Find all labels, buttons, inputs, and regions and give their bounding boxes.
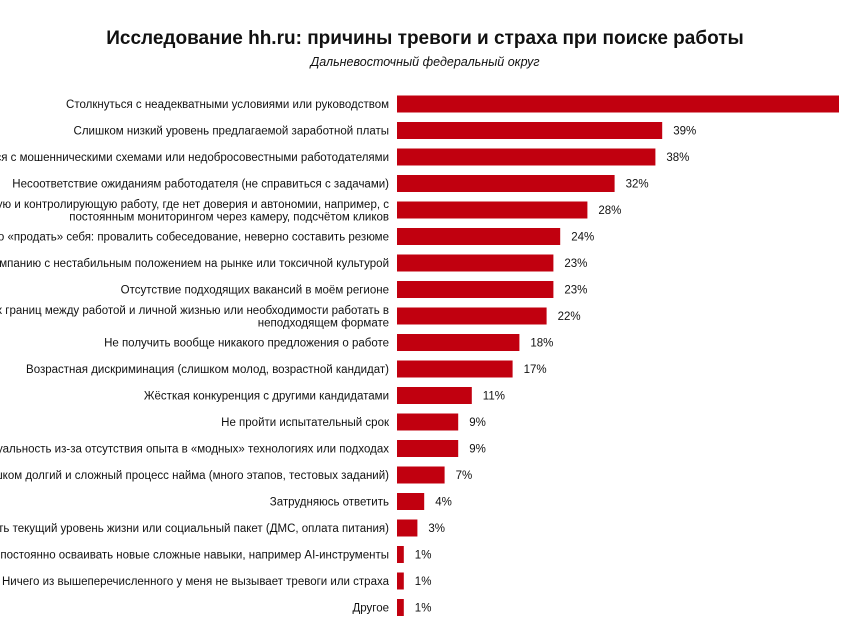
- bar: [397, 493, 425, 510]
- category-label: Попасть на жёсткую и контролирующую рабо…: [0, 199, 389, 224]
- category-label: Не получить вообще никакого предложения …: [104, 338, 389, 350]
- value-label: 32%: [626, 179, 649, 191]
- bar: [397, 307, 547, 325]
- category-label: Несоответствие ожиданиям работодателя (н…: [12, 179, 389, 191]
- bar: [397, 95, 839, 113]
- value-label: 22%: [558, 311, 581, 323]
- value-label: 23%: [564, 258, 587, 270]
- bar: [397, 387, 472, 404]
- category-label: Ничего из вышеперечисленного у меня не в…: [2, 576, 390, 588]
- value-label: 1%: [415, 550, 432, 562]
- bar: [397, 546, 404, 563]
- bar: [397, 175, 615, 192]
- chart-title: Исследование hh.ru: причины тревоги и ст…: [106, 28, 744, 49]
- bar: [397, 440, 459, 457]
- bar: [397, 519, 418, 537]
- category-label: Отсутствие подходящих вакансий в моём ре…: [121, 285, 389, 297]
- bar: [397, 281, 554, 298]
- bar: [397, 148, 656, 166]
- chart-subtitle: Дальневосточный федеральный округ: [310, 55, 540, 69]
- value-label: 23%: [564, 285, 587, 297]
- category-label: Затрудняюсь ответить: [270, 497, 389, 509]
- category-label: Слишком долгий и сложный процесс найма (…: [0, 470, 389, 482]
- value-label: 11%: [483, 391, 505, 403]
- bar: [397, 599, 404, 616]
- category-label: Потерять текущий уровень жизни или социа…: [0, 523, 389, 535]
- bar: [397, 572, 404, 590]
- value-label: 3%: [428, 523, 445, 535]
- category-label: Слишком низкий уровень предлагаемой зара…: [74, 126, 389, 138]
- category-label: Жёсткая конкуренция с другими кандидатам…: [144, 391, 389, 403]
- bar: [397, 122, 663, 139]
- value-label: 38%: [666, 152, 689, 164]
- value-label: 9%: [469, 417, 486, 429]
- value-label: 4%: [435, 497, 452, 509]
- bar: [397, 228, 561, 245]
- value-label: 28%: [598, 205, 621, 217]
- category-label: Потерять актуальность из-за отсутствия о…: [0, 444, 389, 456]
- value-label: 18%: [530, 338, 553, 350]
- category-label: Столкнуться с неадекватными условиями ил…: [66, 99, 389, 111]
- value-label: 17%: [524, 364, 547, 376]
- bar: [397, 254, 554, 272]
- category-label: Необходимость постоянно осваивать новые …: [0, 550, 389, 562]
- value-label: 1%: [415, 603, 432, 615]
- category-label: Столкнуться с мошенническими схемами или…: [0, 152, 389, 164]
- category-label: Не пройти испытательный срок: [221, 417, 390, 429]
- category-label: Отсутствие чётких границ между работой и…: [0, 305, 389, 330]
- value-label: 7%: [456, 470, 473, 482]
- category-label: Другое: [352, 603, 389, 615]
- category-label: Возрастная дискриминация (слишком молод,…: [26, 364, 389, 376]
- bar: [397, 466, 445, 484]
- value-label: 1%: [415, 576, 432, 588]
- bar: [397, 201, 588, 219]
- value-label: 24%: [571, 232, 594, 244]
- bar: [397, 334, 520, 351]
- category-label: Не суметь правильно «продать» себя: пров…: [0, 232, 389, 244]
- value-label: 39%: [673, 126, 696, 138]
- bar: [397, 413, 459, 431]
- bar: [397, 360, 513, 378]
- category-label: Попасть в компанию с нестабильным положе…: [0, 258, 389, 270]
- value-label: 9%: [469, 444, 486, 456]
